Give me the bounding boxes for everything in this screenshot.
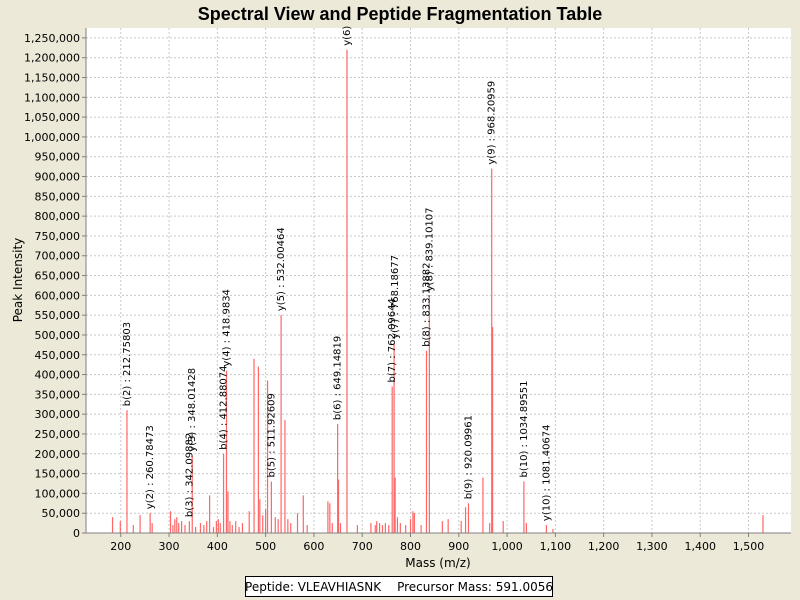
- fragment-label: b(2) : 212.75803: [122, 322, 133, 406]
- x-tick-label: 1,000: [491, 540, 523, 553]
- x-axis-ticks: 200 300 400 500 600 700 800 900 1,000 1,100 1,200 1…: [110, 533, 764, 553]
- x-tick-label: 200: [110, 540, 131, 553]
- fragment-label: y(8) : 839.10107: [424, 207, 435, 291]
- chart-title: Spectral View and Peptide Fragmentation …: [198, 4, 602, 24]
- y-tick-label: 200,000: [35, 448, 81, 461]
- fragment-label: y(4) : 418.9834: [221, 289, 232, 367]
- y-tick-label: 500,000: [35, 329, 81, 342]
- y-tick-label: 150,000: [35, 468, 81, 481]
- y-tick-label: 700,000: [35, 250, 81, 263]
- grid: [86, 28, 791, 533]
- y-tick-label: 300,000: [35, 408, 81, 421]
- peptide-info-box: Peptide: VLEAVHIASNK Precursor Mass: 591…: [245, 576, 553, 597]
- annotations: b(2) : 212.75803 y(2) : 260.78473 b(3) : 3…: [122, 26, 552, 521]
- x-tick-label: 1,400: [684, 540, 716, 553]
- fragment-label: b(10) : 1034.89551: [519, 380, 530, 477]
- y-tick-label: 1,250,000: [24, 32, 80, 45]
- y-tick-label: 1,100,000: [24, 91, 80, 104]
- y-tick-label: 1,050,000: [24, 111, 80, 124]
- y-tick-label: 50,000: [42, 507, 81, 520]
- x-tick-label: 500: [255, 540, 276, 553]
- fragment-label: b(9) : 920.09961: [463, 415, 474, 499]
- fragment-label: b(3) : 342.09882: [184, 433, 195, 517]
- y-tick-label: 400,000: [35, 369, 81, 382]
- y-tick-label: 450,000: [35, 349, 81, 362]
- fragment-label: b(4) : 412.88074: [219, 365, 230, 449]
- x-tick-label: 900: [448, 540, 469, 553]
- y-tick-label: 900,000: [35, 171, 81, 184]
- x-tick-label: 800: [400, 540, 421, 553]
- y-tick-label: 750,000: [35, 230, 81, 243]
- fragment-label: y(6): [342, 26, 353, 46]
- y-tick-label: 1,000,000: [24, 131, 80, 144]
- fragment-label: b(6) : 649.14819: [333, 336, 344, 420]
- peaks: [111, 49, 764, 533]
- y-tick-label: 1,200,000: [24, 52, 80, 65]
- x-tick-label: 700: [352, 540, 373, 553]
- y-tick-label: 850,000: [35, 190, 81, 203]
- peptide-label: Peptide: VLEAVHIASNK: [245, 579, 382, 594]
- x-tick-label: 1,300: [636, 540, 668, 553]
- y-tick-label: 800,000: [35, 210, 81, 223]
- x-tick-label: 1,500: [733, 540, 765, 553]
- fragment-label: b(8) : 833.13882: [421, 262, 432, 346]
- x-tick-label: 300: [159, 540, 180, 553]
- fragment-label: y(7) : 768.18677: [390, 255, 401, 339]
- y-tick-label: 250,000: [35, 428, 81, 441]
- x-tick-label: 400: [207, 540, 228, 553]
- y-tick-label: 1,150,000: [24, 72, 80, 85]
- fragment-label: y(5) : 532.00464: [276, 227, 287, 311]
- y-axis-ticks: 0 50,000 100,000 150,000 200,000 250,000 300,0…: [24, 32, 86, 540]
- fragment-label: b(5) : 511.92609: [266, 393, 277, 477]
- fragment-label: y(10) : 1081.40674: [541, 424, 552, 521]
- fragment-label: y(3) : 348.01428: [187, 368, 198, 452]
- x-tick-label: 1,100: [540, 540, 572, 553]
- y-tick-label: 950,000: [35, 151, 81, 164]
- y-tick-label: 100,000: [35, 487, 81, 500]
- y-axis-label: Peak Intensity: [11, 238, 25, 323]
- y-tick-label: 350,000: [35, 388, 81, 401]
- fragment-label: y(9) : 968.20959: [487, 81, 498, 165]
- fragment-label: y(2) : 260.78473: [145, 425, 156, 509]
- x-tick-label: 1,200: [588, 540, 620, 553]
- x-axis-label: Mass (m/z): [405, 556, 470, 570]
- plot-area: [86, 28, 791, 533]
- precursor-mass-label: Precursor Mass: 591.0056: [397, 579, 553, 594]
- y-tick-label: 550,000: [35, 309, 81, 322]
- x-tick-label: 600: [303, 540, 324, 553]
- fragment-label: b(7) : 762.09644: [387, 298, 398, 382]
- y-tick-label: 650,000: [35, 270, 81, 283]
- y-tick-label: 600,000: [35, 289, 81, 302]
- y-tick-label: 0: [73, 527, 80, 540]
